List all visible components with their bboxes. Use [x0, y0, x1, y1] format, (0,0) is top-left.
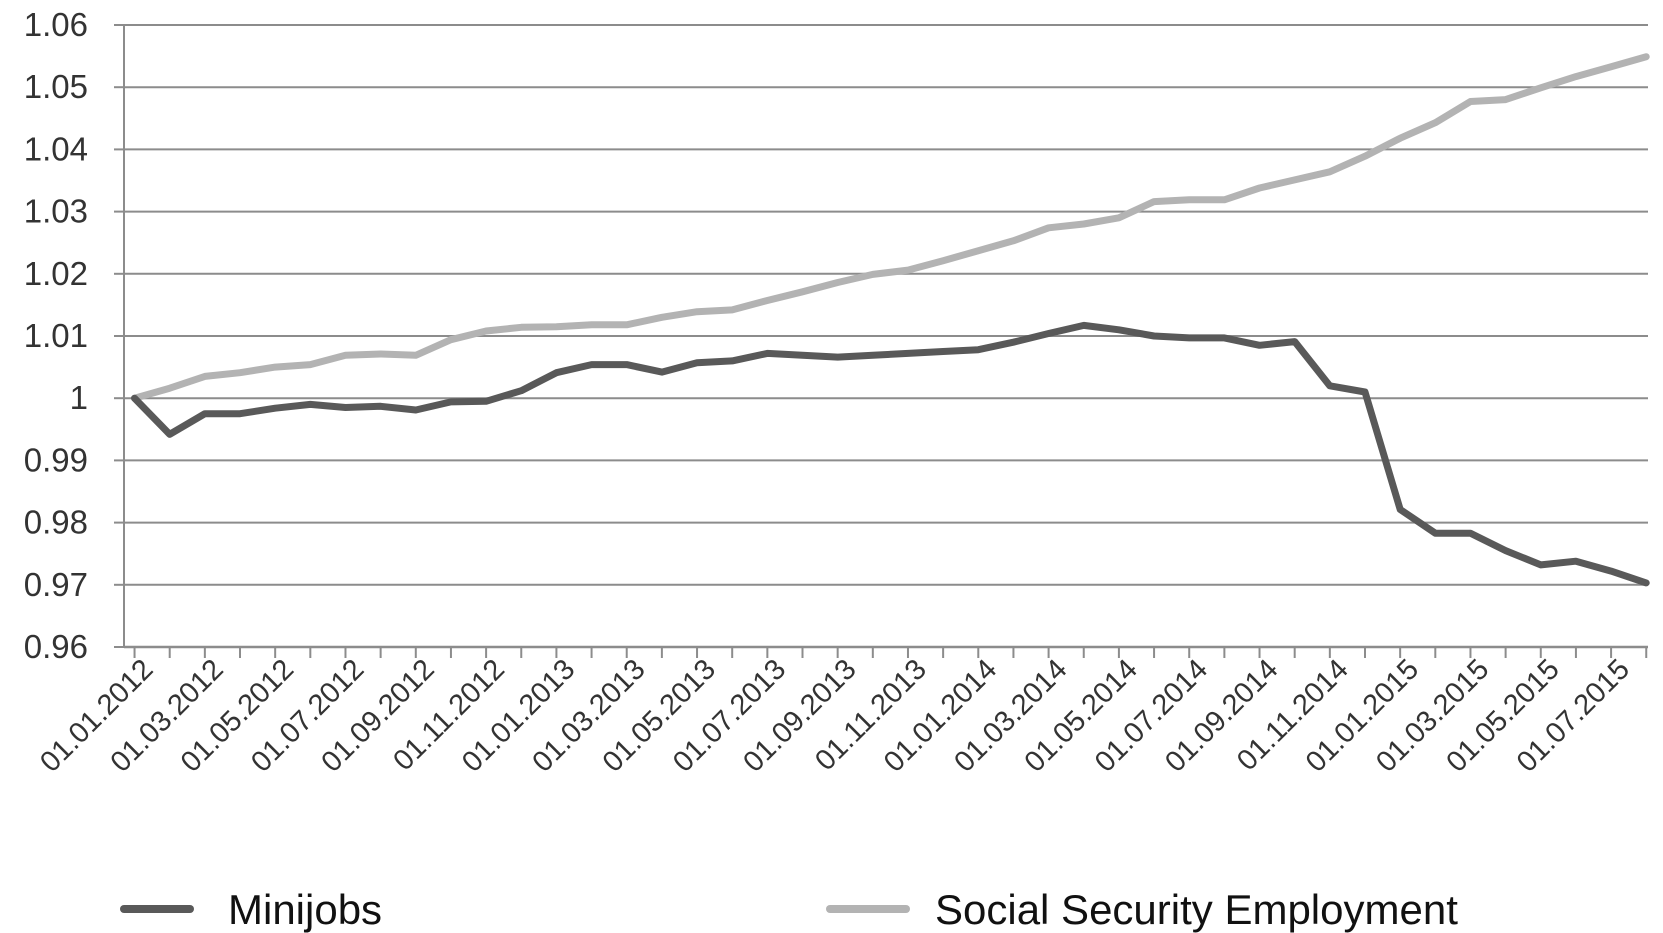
y-tick-label: 1.01 [24, 317, 88, 354]
legend-label: Social Security Employment [935, 886, 1458, 933]
series-line-social-security-employment [131, 53, 1650, 402]
y-tick-label: 1.04 [24, 130, 88, 167]
y-tick-label: 0.99 [24, 441, 88, 478]
legend-item-social-security-employment: Social Security Employment [826, 886, 1458, 933]
x-axis-tick-labels: 01.01.201201.03.201201.05.201201.07.2012… [34, 653, 1636, 778]
y-tick-label: 1.02 [24, 255, 88, 292]
y-tick-label: 1.05 [24, 68, 88, 105]
series-line-minijobs [131, 321, 1650, 587]
y-tick-label: 0.96 [24, 628, 88, 665]
y-tick-label: 1.06 [24, 6, 88, 43]
y-tick-label: 0.98 [24, 504, 88, 541]
y-tick-label: 0.97 [24, 566, 88, 603]
y-axis-tick-labels: 1.06 1.05 1.04 1.03 1.02 1.01 1 0.99 0.98 0.97 0.9… [24, 6, 88, 665]
legend: Minijobs Social Security Employment [120, 886, 1458, 933]
legend-label: Minijobs [228, 886, 382, 933]
series-lines [131, 53, 1650, 587]
gridlines [124, 24, 1648, 586]
y-tick-label: 1 [70, 379, 88, 416]
axes [114, 24, 1648, 658]
y-tick-label: 1.03 [24, 193, 88, 230]
legend-item-minijobs: Minijobs [120, 886, 382, 933]
